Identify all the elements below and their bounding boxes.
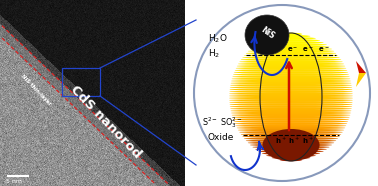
Ellipse shape (238, 129, 344, 131)
Ellipse shape (253, 146, 330, 148)
Ellipse shape (255, 148, 327, 151)
Ellipse shape (229, 101, 353, 104)
Text: 5 nm: 5 nm (6, 179, 22, 184)
Text: S$^{2-}$ SO$_3^{2-}$: S$^{2-}$ SO$_3^{2-}$ (202, 115, 243, 129)
Text: Oxide: Oxide (208, 133, 234, 142)
Ellipse shape (246, 140, 336, 142)
Ellipse shape (255, 43, 327, 46)
Ellipse shape (245, 15, 289, 55)
Text: H$_2$: H$_2$ (208, 47, 220, 60)
Ellipse shape (229, 88, 353, 91)
Ellipse shape (241, 58, 341, 61)
Ellipse shape (272, 156, 310, 159)
Ellipse shape (232, 75, 350, 78)
Ellipse shape (250, 144, 332, 146)
Ellipse shape (229, 103, 353, 106)
Text: NiS: NiS (259, 25, 276, 41)
Ellipse shape (258, 41, 324, 44)
Ellipse shape (229, 97, 353, 99)
Ellipse shape (248, 50, 334, 52)
Ellipse shape (253, 46, 330, 48)
Ellipse shape (229, 99, 353, 102)
Text: e$^-$  e$^-$  e$^-$: e$^-$ e$^-$ e$^-$ (287, 45, 330, 54)
Ellipse shape (266, 37, 316, 40)
Polygon shape (356, 61, 366, 73)
Ellipse shape (229, 90, 353, 93)
Text: NiS thin-layer: NiS thin-layer (20, 73, 52, 106)
Circle shape (194, 5, 370, 181)
Ellipse shape (250, 48, 332, 50)
Ellipse shape (231, 110, 352, 112)
Bar (62, 68, 100, 96)
Ellipse shape (235, 69, 347, 72)
Ellipse shape (230, 84, 352, 87)
Ellipse shape (238, 63, 344, 65)
Text: CdS nanorod: CdS nanorod (68, 83, 144, 161)
Ellipse shape (230, 108, 352, 110)
Ellipse shape (235, 67, 346, 70)
Text: h$^+$ h$^+$ h$^+$: h$^+$ h$^+$ h$^+$ (275, 136, 314, 146)
Ellipse shape (266, 154, 316, 157)
Ellipse shape (237, 127, 345, 129)
Ellipse shape (248, 142, 334, 144)
Ellipse shape (280, 159, 302, 161)
Text: H$_2$O: H$_2$O (208, 32, 228, 44)
Ellipse shape (231, 82, 352, 84)
Ellipse shape (242, 135, 340, 138)
Ellipse shape (258, 150, 324, 153)
Ellipse shape (246, 52, 336, 54)
Ellipse shape (280, 33, 302, 35)
Ellipse shape (262, 39, 320, 42)
Ellipse shape (242, 56, 340, 59)
Ellipse shape (262, 129, 319, 161)
Ellipse shape (272, 35, 310, 38)
Ellipse shape (237, 65, 345, 67)
Ellipse shape (232, 114, 350, 116)
Ellipse shape (235, 122, 347, 125)
Ellipse shape (239, 60, 343, 63)
Ellipse shape (235, 124, 346, 127)
Ellipse shape (230, 86, 352, 89)
Ellipse shape (244, 54, 338, 57)
Polygon shape (356, 73, 366, 87)
Ellipse shape (231, 112, 351, 114)
Ellipse shape (239, 131, 343, 134)
Ellipse shape (232, 116, 350, 119)
Ellipse shape (234, 71, 348, 74)
Ellipse shape (234, 120, 348, 123)
Ellipse shape (229, 92, 353, 95)
Ellipse shape (233, 118, 349, 121)
Ellipse shape (231, 80, 351, 82)
Ellipse shape (229, 95, 353, 97)
Ellipse shape (233, 73, 349, 76)
Ellipse shape (232, 78, 350, 80)
Ellipse shape (244, 137, 338, 140)
Ellipse shape (241, 133, 341, 136)
Ellipse shape (230, 105, 352, 108)
Ellipse shape (262, 152, 320, 155)
